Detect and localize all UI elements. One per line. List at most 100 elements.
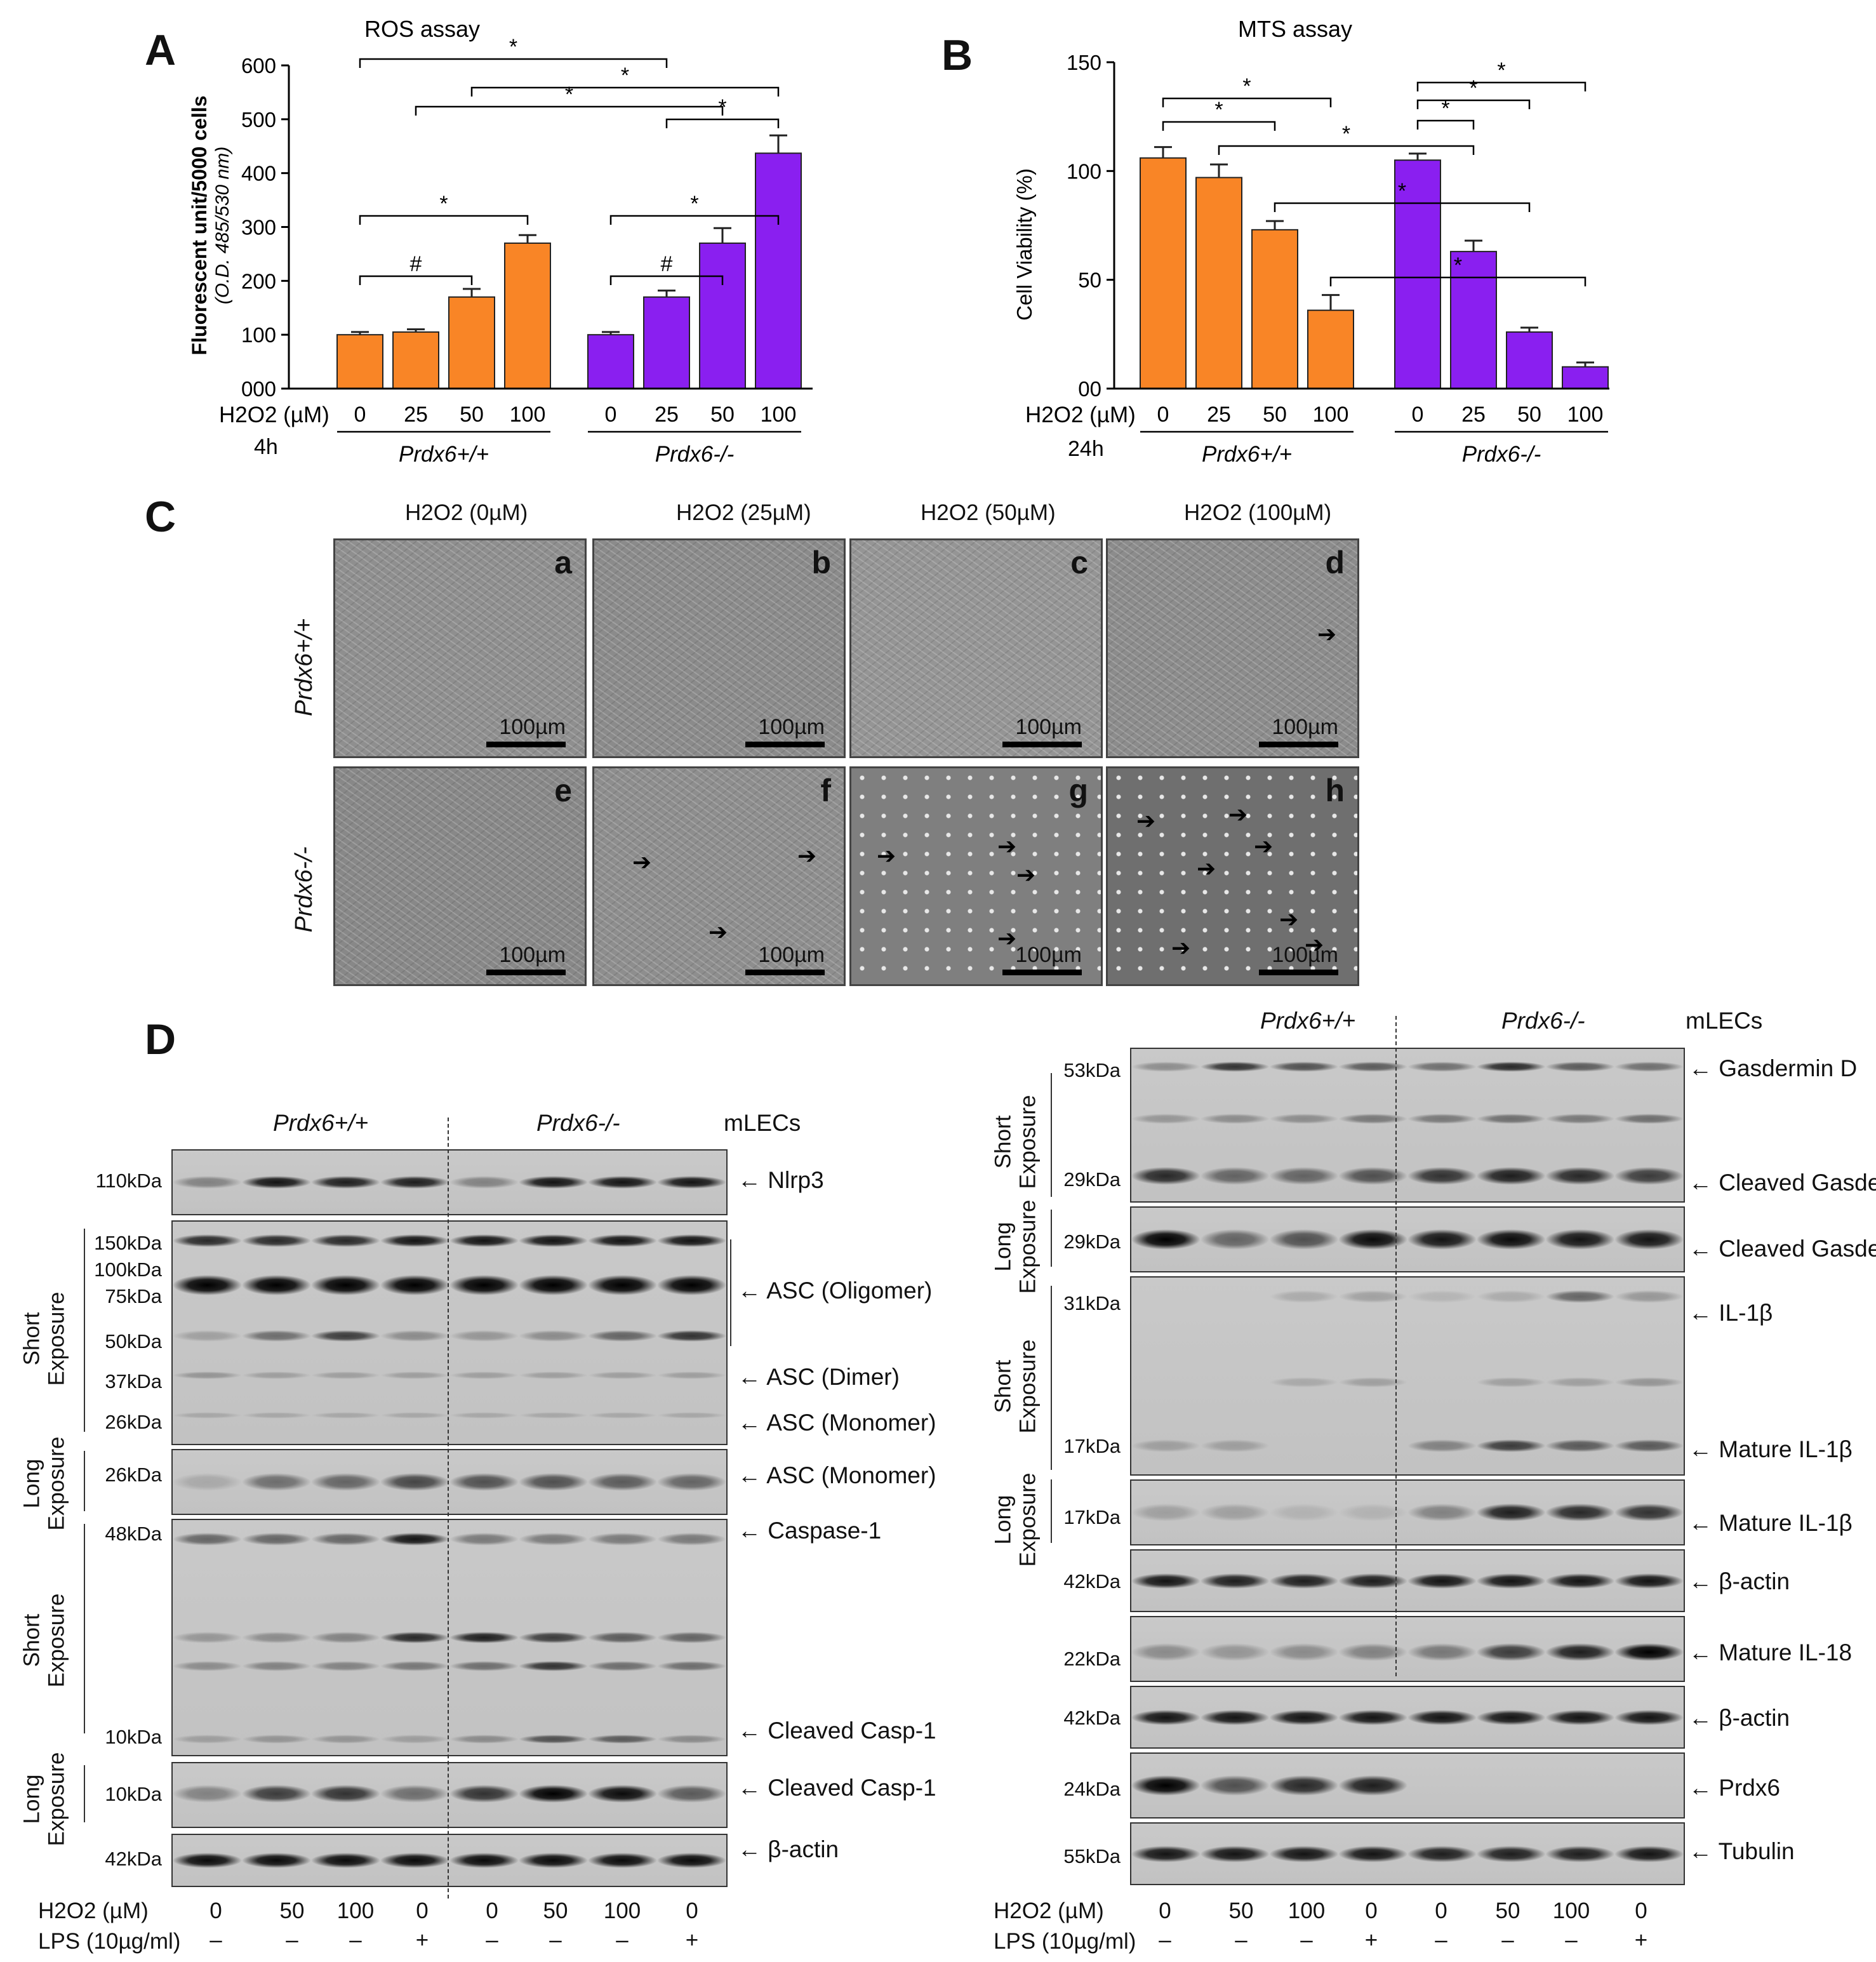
band-name: β-actin xyxy=(1719,1705,1790,1731)
significance-bracket xyxy=(1218,145,1475,155)
micrograph-tile: c 100µm xyxy=(849,538,1103,758)
tile-letter: a xyxy=(554,545,572,580)
bar xyxy=(1307,309,1354,390)
arrow-left-icon: ← xyxy=(738,1278,767,1304)
y-tick-label: 150 xyxy=(1067,51,1101,74)
significance-mark: * xyxy=(690,192,698,216)
arrow-left-icon: ← xyxy=(738,1364,767,1390)
significance-mark: * xyxy=(621,63,629,88)
blot-strip xyxy=(171,1220,728,1445)
scale-bar xyxy=(745,970,825,975)
h2o2-dose: 100 xyxy=(603,1899,641,1923)
significance-bracket xyxy=(1416,81,1587,91)
arrow-left-icon: ← xyxy=(1689,1170,1719,1196)
scale-bar xyxy=(1259,742,1338,747)
scale-bar xyxy=(1002,742,1082,747)
arrow-left-icon: ← xyxy=(1689,1510,1719,1536)
x-tick-label: 25 xyxy=(655,403,679,427)
blot-strip xyxy=(171,1449,728,1515)
x-tick-label: 25 xyxy=(404,403,428,427)
bracket-line xyxy=(84,1451,85,1511)
blot-strip xyxy=(1130,1276,1685,1476)
bracket-line xyxy=(84,1765,85,1822)
arrow-icon: ➔ xyxy=(632,849,652,875)
col-title-0: H2O2 (0µM) xyxy=(405,500,528,525)
band-name: Gasdermin D xyxy=(1719,1055,1858,1081)
band-label: ← Mature IL-1β xyxy=(1689,1510,1853,1537)
lps-treatment: + xyxy=(1364,1928,1378,1952)
arrow-left-icon: ← xyxy=(1689,1055,1719,1081)
significance-mark: * xyxy=(1441,97,1449,121)
significance-bracket xyxy=(470,86,780,97)
bracket-line xyxy=(730,1239,731,1346)
band-label: ← Cleaved Casp-1 xyxy=(738,1775,936,1801)
panel-label-b: B xyxy=(941,31,973,79)
group-label-ko: Prdx6-/- xyxy=(536,1110,620,1136)
h2o2-dose: 50 xyxy=(543,1899,568,1923)
lps-treatment: – xyxy=(286,1928,298,1952)
bar xyxy=(1195,177,1242,389)
mw-label: 17kDa xyxy=(1063,1435,1121,1457)
band-label: ← Cleaved Gasdermin D xyxy=(1689,1236,1876,1262)
significance-mark: * xyxy=(439,192,448,216)
significance-bracket xyxy=(1329,276,1587,286)
arrow-icon: ➔ xyxy=(1254,833,1274,859)
tile-letter: b xyxy=(811,545,831,580)
col-title-3: H2O2 (100µM) xyxy=(1184,500,1332,525)
y-tick-label: 500 xyxy=(241,108,276,131)
arrow-icon: ➔ xyxy=(1305,931,1324,958)
band-name: Cleaved Casp-1 xyxy=(768,1775,936,1801)
band-name: β-actin xyxy=(1719,1568,1790,1594)
bar xyxy=(699,242,746,390)
band-label: ← Cleaved Casp-1 xyxy=(738,1718,936,1744)
exposure-label: Long Exposure xyxy=(19,1752,69,1846)
y-tick-label: 200 xyxy=(241,269,276,293)
mw-label: 26kDa xyxy=(105,1411,162,1433)
arrow-left-icon: ← xyxy=(1689,1639,1719,1665)
band-label: ← Nlrp3 xyxy=(738,1167,824,1194)
group-label: Prdx6-/- xyxy=(655,442,734,467)
h2o2-dose: 0 xyxy=(686,1899,698,1923)
bar xyxy=(1562,366,1609,390)
band-label: ← ASC (Monomer) xyxy=(738,1462,936,1489)
y-axis-label: Cell Viability (%) xyxy=(1013,168,1036,321)
mw-label: 42kDa xyxy=(1063,1707,1121,1729)
mw-label: 42kDa xyxy=(1063,1570,1121,1592)
arrow-left-icon: ← xyxy=(738,1518,768,1544)
band-label: ← β-actin xyxy=(1689,1568,1790,1595)
h2o2-dose: 0 xyxy=(210,1899,222,1923)
cell-type-label: mLECs xyxy=(1686,1008,1763,1034)
band-name: Tubulin xyxy=(1718,1838,1795,1864)
h2o2-dose: 100 xyxy=(1287,1899,1326,1923)
x-tick-label: 50 xyxy=(710,403,735,427)
lps-treatment: – xyxy=(549,1928,562,1952)
band-label: ← β-actin xyxy=(1689,1705,1790,1732)
x-tick-label: 0 xyxy=(605,403,617,427)
mw-label: 29kDa xyxy=(1063,1231,1121,1253)
blot-strip xyxy=(1130,1616,1685,1682)
y-tick-label: 600 xyxy=(241,54,276,77)
significance-bracket xyxy=(359,275,473,285)
band-label: ← IL-1β xyxy=(1689,1300,1773,1326)
arrow-left-icon: ← xyxy=(1689,1568,1719,1594)
mw-label: 150kDa xyxy=(94,1232,162,1254)
tile-letter: d xyxy=(1325,545,1345,580)
y-axis-label: Fluorescent unit/5000 cells xyxy=(188,95,211,355)
genotype-divider xyxy=(448,1118,449,1899)
bar xyxy=(1450,251,1497,389)
mw-label: 50kDa xyxy=(105,1330,162,1352)
panel-label-c: C xyxy=(145,493,176,541)
h2o2-dose: 0 xyxy=(1159,1899,1171,1923)
arrow-icon: ➔ xyxy=(708,919,728,945)
significance-mark: * xyxy=(718,95,726,119)
y-tick-label: 00 xyxy=(1078,377,1101,401)
tile-letter: e xyxy=(554,773,572,808)
band-label: ← ASC (Monomer) xyxy=(738,1410,936,1436)
bar xyxy=(755,152,802,390)
lps-treatment: – xyxy=(1565,1928,1578,1952)
band-label: ← Cleaved Gasdermin D xyxy=(1689,1170,1876,1196)
lps-row-label: LPS (10µg/ml) xyxy=(38,1929,181,1954)
chart-title: MTS assay xyxy=(1238,16,1352,42)
mts-assay-chart: MTS assay Cell Viability (%) 24h H2O2 (µ… xyxy=(1013,16,1609,467)
